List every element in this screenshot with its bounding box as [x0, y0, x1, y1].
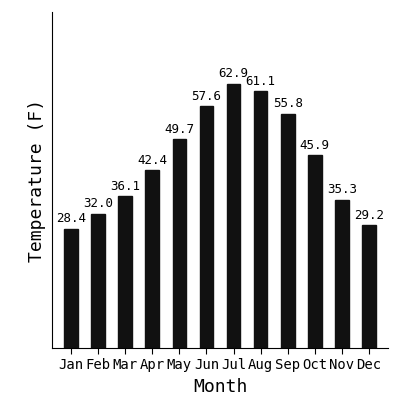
Text: 29.2: 29.2 — [354, 209, 384, 222]
Bar — [146, 170, 159, 348]
Text: 45.9: 45.9 — [300, 139, 330, 152]
Text: 32.0: 32.0 — [83, 197, 113, 210]
Text: 55.8: 55.8 — [273, 97, 303, 110]
Text: 49.7: 49.7 — [164, 123, 194, 136]
Bar — [64, 229, 78, 348]
Text: 42.4: 42.4 — [137, 154, 167, 166]
X-axis label: Month: Month — [193, 378, 247, 396]
Bar — [254, 91, 268, 348]
Bar — [200, 106, 213, 348]
Bar — [362, 225, 376, 348]
Text: 36.1: 36.1 — [110, 180, 140, 193]
Bar — [172, 139, 186, 348]
Text: 61.1: 61.1 — [246, 75, 276, 88]
Text: 28.4: 28.4 — [56, 212, 86, 225]
Y-axis label: Temperature (F): Temperature (F) — [28, 98, 46, 262]
Bar — [118, 196, 132, 348]
Text: 35.3: 35.3 — [327, 183, 357, 196]
Bar — [281, 114, 294, 348]
Text: 62.9: 62.9 — [218, 68, 248, 80]
Bar — [227, 84, 240, 348]
Bar — [335, 200, 349, 348]
Bar — [91, 214, 105, 348]
Text: 57.6: 57.6 — [192, 90, 222, 103]
Bar — [308, 155, 322, 348]
